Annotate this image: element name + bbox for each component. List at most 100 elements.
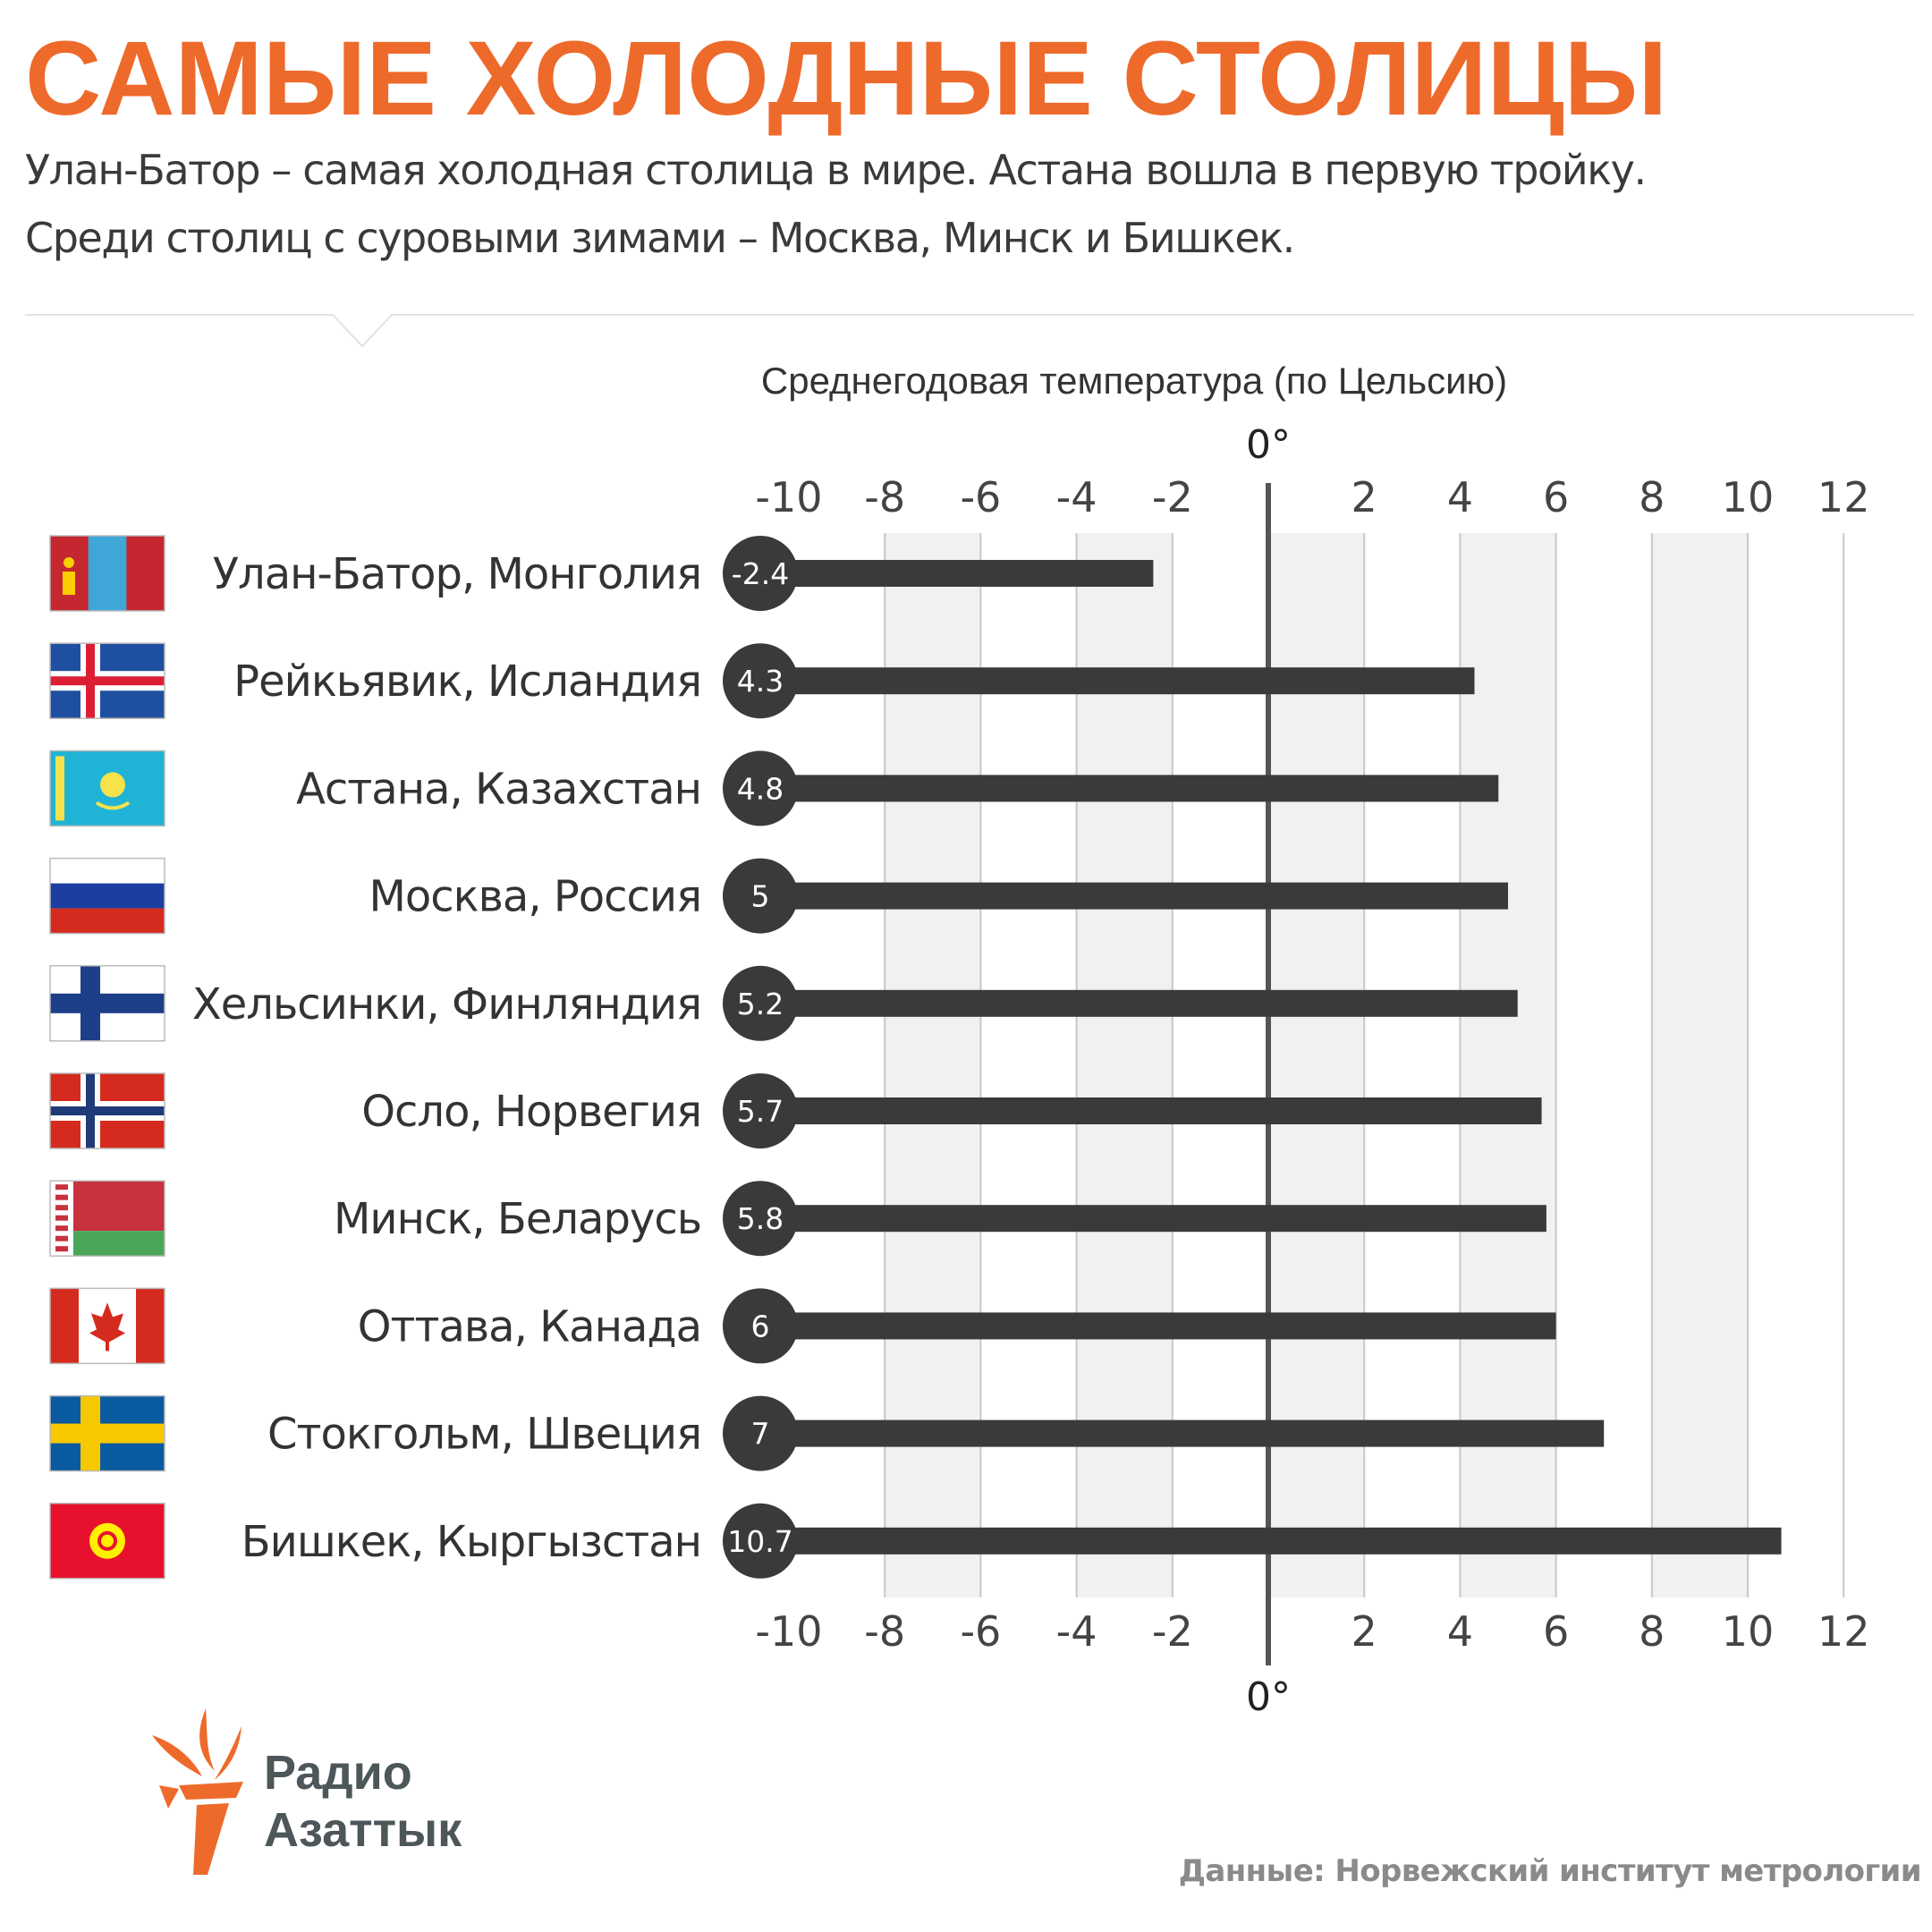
category-label: Бишкек, Кыргызстан — [242, 1517, 701, 1567]
value-label: 4.8 — [737, 771, 784, 806]
flags — [49, 535, 165, 1580]
value-label: 7 — [751, 1417, 770, 1452]
bar — [760, 989, 1518, 1017]
zero-label-top: 0° — [1246, 422, 1291, 468]
tick-label-top: -2 — [1152, 473, 1193, 521]
bar-row: Москва, Россия 5 — [369, 858, 1508, 934]
header-divider — [25, 314, 1914, 348]
tick-label-bottom: -4 — [1056, 1607, 1097, 1656]
bar-row: Минск, Беларусь 5.8 — [334, 1181, 1546, 1257]
category-label: Оттава, Канада — [358, 1301, 701, 1352]
value-label: -2.4 — [732, 556, 789, 591]
value-bubble — [723, 536, 798, 611]
belarus-flag-icon — [49, 1180, 165, 1257]
tick-label-top: -4 — [1056, 473, 1097, 521]
tick-label-bottom: -10 — [755, 1607, 822, 1656]
value-bubble — [723, 1073, 798, 1148]
bar — [760, 882, 1508, 910]
tick-label-bottom: 8 — [1639, 1607, 1665, 1656]
canada-flag-icon — [49, 1287, 165, 1365]
bar-row: Осло, Норвегия 5.7 — [361, 1073, 1542, 1148]
value-label: 5.8 — [737, 1201, 784, 1236]
logo-line-2: Азаттык — [264, 1803, 462, 1857]
torch-icon — [152, 1708, 243, 1875]
value-label: 4.3 — [737, 664, 784, 699]
bar — [760, 560, 1154, 587]
tick-label-top: 2 — [1352, 473, 1377, 521]
data-source: Данные: Норвежский институт метрологии — [1178, 1853, 1922, 1889]
tick-label-top: 8 — [1639, 473, 1665, 521]
bar-row: Стокгольм, Швеция 7 — [267, 1395, 1605, 1471]
tick-label-top: 12 — [1818, 473, 1870, 521]
subtitle-line-1: Улан-Батор – самая холодная столица в ми… — [25, 146, 1647, 194]
tick-label-bottom: 4 — [1447, 1607, 1473, 1656]
tick-label-bottom: -2 — [1152, 1607, 1193, 1656]
bar-row: Оттава, Канада 6 — [358, 1288, 1556, 1364]
finland-flag-icon — [49, 965, 165, 1042]
category-label: Москва, Россия — [369, 872, 701, 922]
radio-azattyk-logo — [152, 1708, 243, 1875]
grid-band — [1651, 533, 1748, 1597]
kyrgyzstan-flag-icon — [49, 1503, 165, 1580]
axis-top-ticks: -10 -8 -6 -4 -2 2 4 6 8 10 12 — [755, 473, 1869, 521]
tick-label-top: -8 — [864, 473, 905, 521]
tick-label-bottom: 12 — [1818, 1607, 1870, 1656]
value-label: 10.7 — [727, 1524, 792, 1559]
value-bubble — [723, 1288, 798, 1364]
bar — [760, 775, 1499, 802]
axis-bottom-ticks: -10 -8 -6 -4 -2 2 4 6 8 10 12 — [755, 1607, 1869, 1656]
value-label: 5 — [751, 879, 770, 914]
tick-label-bottom: 10 — [1722, 1607, 1775, 1656]
value-bubble — [723, 1503, 798, 1579]
value-label: 6 — [751, 1309, 770, 1343]
bar-row: Хельсинки, Финляндия 5.2 — [192, 965, 1518, 1041]
subtitle: Улан-Батор – самая холодная столица в ми… — [25, 136, 1903, 272]
bar-rows: Улан-Батор, Монголия -2.4 Рейкьявик, Ислан… — [192, 536, 1782, 1579]
value-bubble — [723, 1181, 798, 1257]
norway-flag-icon — [49, 1072, 165, 1149]
logo-line-1: Радио — [264, 1746, 412, 1800]
tick-label-bottom: 6 — [1543, 1607, 1569, 1656]
tick-label-top: 10 — [1722, 473, 1775, 521]
category-label: Улан-Батор, Монголия — [213, 549, 701, 599]
tick-label-top: -10 — [755, 473, 822, 521]
category-label: Хельсинки, Финляндия — [192, 979, 701, 1030]
tick-label-bottom: -6 — [960, 1607, 1001, 1656]
tick-label-top: 4 — [1447, 473, 1473, 521]
zero-axis: 0° 0° — [1246, 422, 1291, 1720]
category-label: Минск, Беларусь — [334, 1194, 701, 1244]
bar-row: Рейкьявик, Исландия 4.3 — [233, 643, 1475, 719]
iceland-flag-icon — [49, 642, 165, 719]
bar — [760, 1097, 1542, 1124]
zero-label-bottom: 0° — [1246, 1674, 1291, 1720]
bar — [760, 667, 1475, 695]
category-label: Осло, Норвегия — [361, 1087, 701, 1137]
bar-row: Астана, Казахстан 4.8 — [296, 750, 1499, 826]
bar-row: Улан-Батор, Монголия -2.4 — [213, 536, 1154, 611]
category-label: Стокгольм, Швеция — [267, 1410, 701, 1460]
russia-flag-icon — [49, 857, 165, 935]
bar — [760, 1527, 1782, 1555]
category-label: Астана, Казахстан — [296, 764, 701, 814]
bar — [760, 1312, 1556, 1340]
value-bubble — [723, 1395, 798, 1471]
value-bubble — [723, 643, 798, 719]
subtitle-line-2: Среди столиц с суровыми зимами – Москва,… — [25, 214, 1295, 262]
value-bubble — [723, 750, 798, 826]
bar — [760, 1419, 1605, 1447]
tick-label-top: 6 — [1543, 473, 1569, 521]
bar — [760, 1205, 1546, 1233]
tick-label-bottom: 2 — [1352, 1607, 1377, 1656]
value-label: 5.7 — [737, 1094, 784, 1129]
value-bubble — [723, 858, 798, 934]
mongolia-flag-icon — [49, 535, 165, 612]
kazakhstan-flag-icon — [49, 750, 165, 827]
bar-row: Бишкек, Кыргызстан 10.7 — [242, 1503, 1782, 1579]
chart-title: Среднегодовая температура (по Цельсию) — [761, 360, 1507, 402]
value-label: 5.2 — [737, 987, 784, 1021]
logo-text: Радио Азаттык — [264, 1744, 462, 1859]
sweden-flag-icon — [49, 1394, 165, 1472]
tick-label-top: -6 — [960, 473, 1001, 521]
tick-label-bottom: -8 — [864, 1607, 905, 1656]
